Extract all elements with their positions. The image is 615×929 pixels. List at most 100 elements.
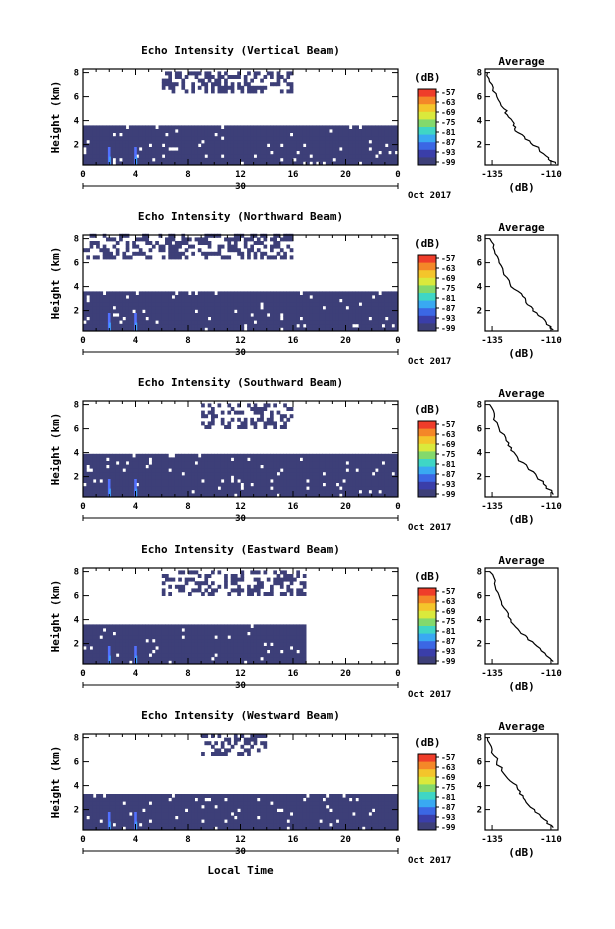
echo-cell: [142, 161, 146, 166]
echo-cell: [286, 161, 291, 166]
echo-cell: [128, 628, 133, 632]
echo-cell: [256, 624, 261, 629]
echo-cell: [381, 305, 386, 310]
echo-cell: [256, 461, 261, 465]
echo-cell: [329, 305, 333, 310]
echo-cell: [286, 150, 291, 155]
echo-cell: [270, 631, 274, 636]
echo-cell: [237, 468, 241, 473]
echo-cell: [188, 635, 192, 640]
echo-cell: [286, 461, 291, 465]
echo-cell: [286, 327, 291, 332]
echo-cell: [342, 161, 346, 166]
echo-cell: [220, 89, 225, 94]
echo-cell: [197, 248, 202, 253]
echo-cell: [211, 468, 215, 473]
echo-cell: [371, 305, 376, 310]
echo-cell: [155, 479, 159, 483]
echo-cell: [217, 309, 222, 314]
echo-cell: [168, 302, 172, 307]
echo-cell: [191, 71, 195, 76]
echo-cell: [165, 154, 169, 159]
echo-cell: [211, 82, 215, 87]
echo-cell: [276, 71, 281, 76]
echo-cell: [240, 305, 245, 310]
y-axis-label: Height (km): [49, 413, 62, 486]
echo-cell: [270, 244, 274, 249]
echo-cell: [217, 132, 222, 137]
echo-cell: [256, 125, 261, 130]
echo-cell: [270, 125, 274, 130]
echo-cell: [299, 653, 304, 658]
echo-cell: [138, 320, 143, 325]
echo-cell: [368, 457, 373, 462]
echo-cell: [165, 631, 169, 636]
echo-cell: [335, 291, 340, 296]
echo-cell: [112, 309, 117, 314]
echo-cell: [240, 471, 245, 476]
echo-cell: [256, 407, 261, 411]
echo-cell: [86, 291, 90, 296]
echo-cell: [204, 646, 209, 650]
echo-cell: [279, 147, 284, 151]
echo-cell: [211, 89, 215, 94]
echo-cell: [83, 797, 87, 802]
echo-cell: [135, 486, 140, 491]
echo-cell: [148, 309, 153, 314]
echo-cell: [309, 298, 314, 303]
echo-cell: [237, 425, 241, 429]
echo-cell: [237, 298, 241, 303]
echo-cell: [89, 313, 94, 317]
echo-cell: [224, 631, 228, 636]
echo-cell: [381, 129, 386, 133]
echo-cell: [174, 295, 179, 299]
echo-cell: [207, 136, 212, 141]
echo-cell: [96, 649, 100, 654]
profile-line: [489, 238, 554, 331]
profile-y-tick-label: 8: [477, 235, 482, 245]
echo-cell: [188, 143, 192, 148]
echo-cell: [184, 482, 189, 487]
echo-cell: [391, 486, 396, 491]
echo-cell: [181, 154, 186, 159]
echo-cell: [188, 244, 192, 249]
echo-cell: [286, 471, 291, 476]
panel-title: Echo Intensity (Northward Beam): [138, 210, 343, 223]
echo-cell: [220, 143, 225, 148]
echo-cell: [181, 646, 186, 650]
echo-cell: [161, 150, 166, 155]
echo-cell: [296, 475, 300, 480]
echo-strong-cell: [135, 322, 138, 331]
echo-cell: [194, 157, 199, 162]
echo-cell: [201, 656, 205, 661]
echo-cell: [227, 147, 232, 151]
echo-cell: [86, 826, 90, 831]
echo-cell: [247, 82, 251, 87]
echo-cell: [151, 486, 156, 491]
echo-cell: [151, 482, 156, 487]
echo-cell: [158, 248, 163, 253]
colorbar-swatch: [418, 474, 436, 483]
echo-cell: [83, 638, 87, 643]
echo-cell: [86, 822, 90, 827]
colorbar-swatch: [418, 111, 436, 120]
echo-cell: [119, 826, 123, 831]
echo-cell: [270, 305, 274, 310]
echo-cell: [92, 635, 97, 640]
echo-cell: [178, 464, 182, 469]
colorbar-swatch: [418, 648, 436, 657]
echo-cell: [312, 461, 317, 465]
echo-cell: [243, 638, 248, 643]
echo-cell: [201, 327, 205, 332]
echo-cell: [128, 656, 133, 661]
echo-cell: [109, 291, 113, 296]
echo-cell: [358, 482, 363, 487]
echo-cell: [335, 320, 340, 325]
echo-cell: [119, 291, 123, 296]
echo-cell: [161, 147, 166, 151]
echo-cell: [237, 482, 241, 487]
echo-cell: [293, 305, 297, 310]
echo-cell: [361, 129, 366, 133]
echo-cell: [96, 255, 100, 260]
echo-cell: [89, 233, 94, 238]
